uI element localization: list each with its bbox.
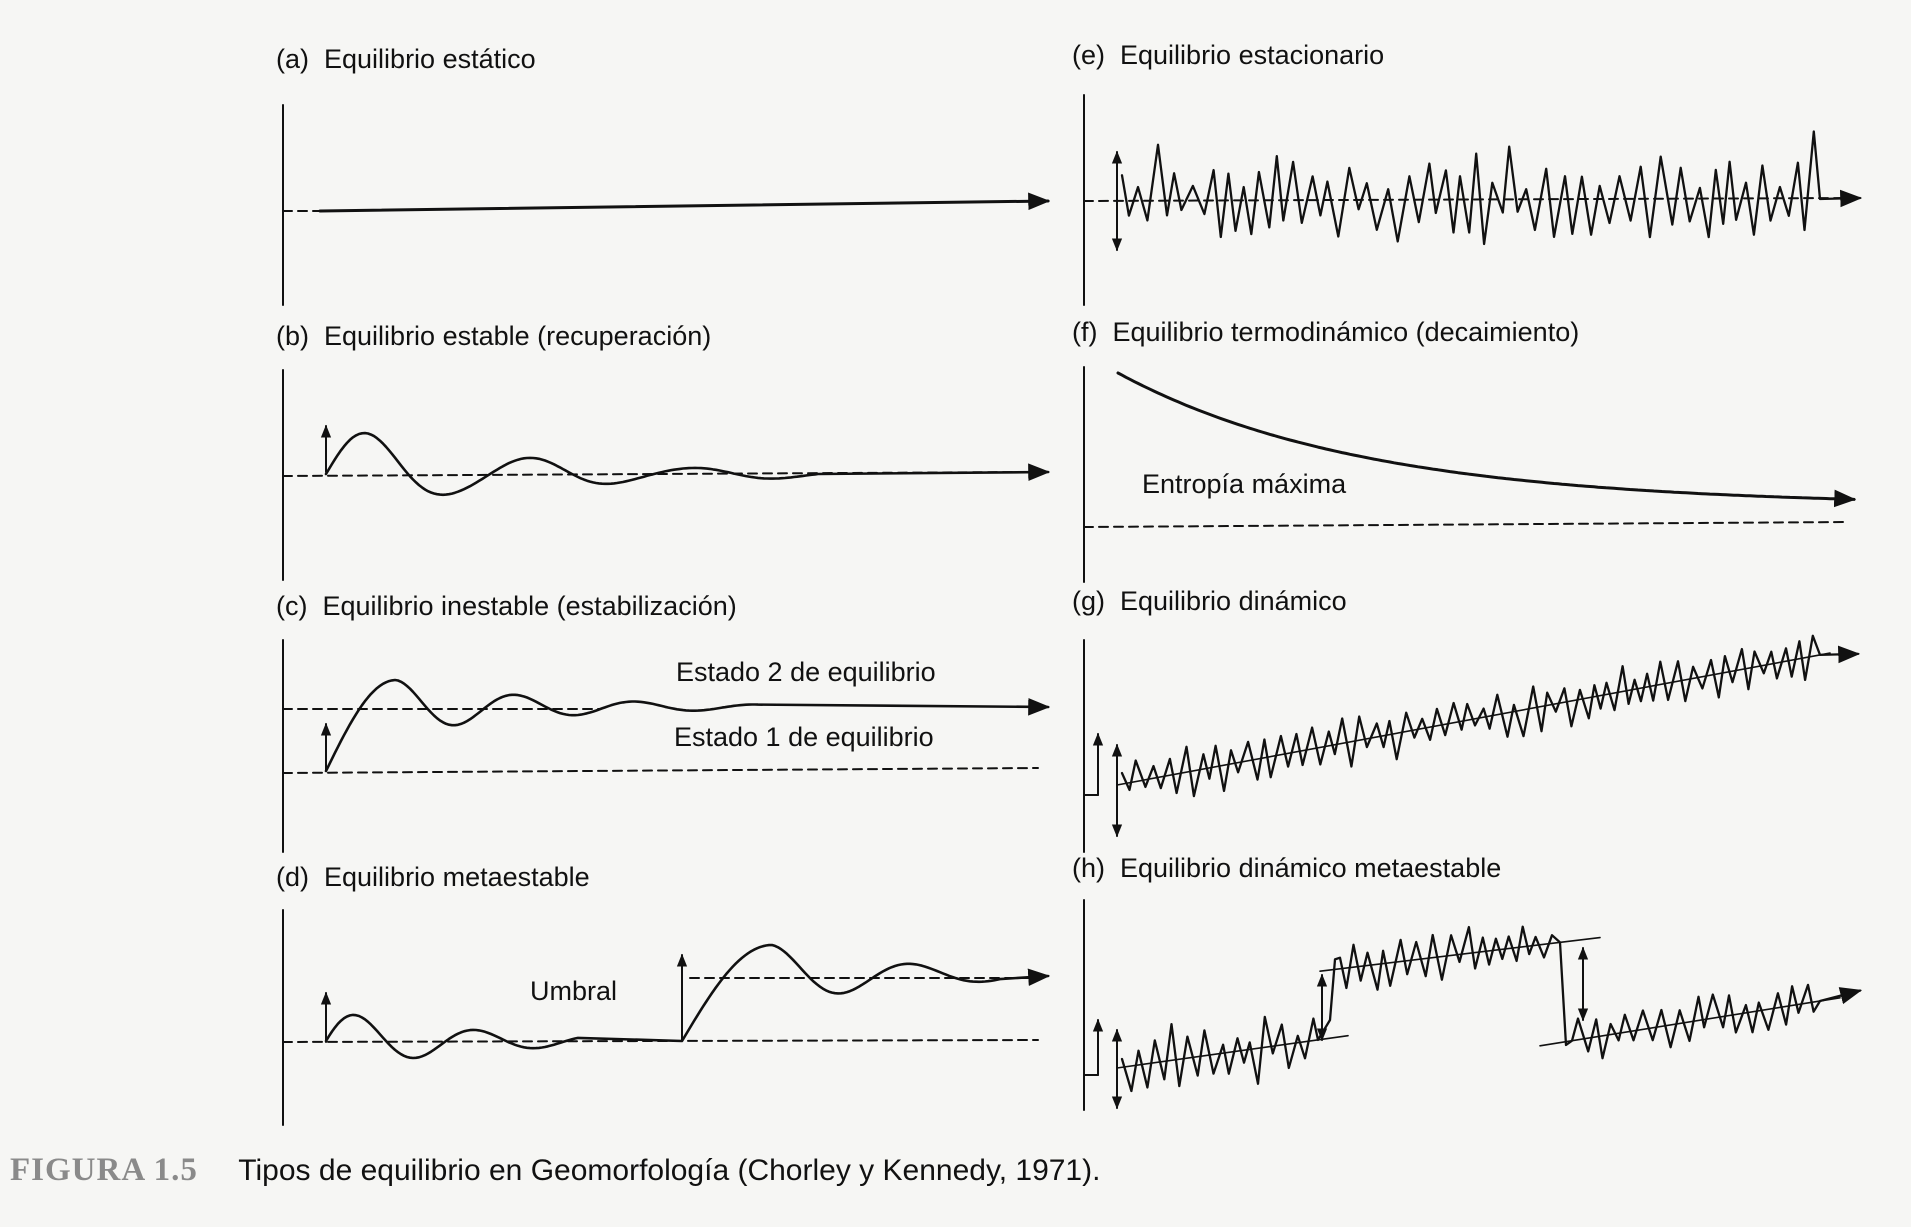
panel-c-transition-curve [324, 678, 1051, 773]
panel-e-fluctuation-curve [1120, 130, 1863, 246]
panel-g-title: (g) Equilibrio dinámico [1072, 586, 1347, 617]
panel-h-title: (h) Equilibrio dinámico metaestable [1072, 853, 1501, 884]
panel-e-dash [1083, 197, 1851, 202]
panel-h-fluctuation-curve [1120, 925, 1863, 1093]
panel-f-decay-curve [1116, 371, 1857, 508]
panel-f-letter: (f) [1072, 317, 1098, 347]
panel-f-dash [1083, 521, 1849, 528]
panel-g-fluctuation-curve [1120, 634, 1861, 798]
caption-text: Tipos de equilibrio en Geomorfología (Ch… [238, 1154, 1101, 1187]
panel-c-letter: (c) [276, 591, 308, 621]
panel-c-name: Equilibrio inestable (estabilización) [322, 591, 737, 621]
panel-e-letter: (e) [1072, 40, 1105, 70]
panel-a-name: Equilibrio estático [324, 44, 536, 74]
state-1-label: Estado 1 de equilibrio [674, 722, 934, 752]
panel-a-letter: (a) [276, 44, 309, 74]
panel-f-name: Equilibrio termodinámico (decaimiento) [1112, 317, 1580, 347]
panel-e-name: Equilibrio estacionario [1120, 40, 1385, 70]
panel-d-title: (d) Equilibrio metaestable [276, 862, 590, 893]
threshold-label: Umbral [530, 976, 618, 1006]
panel-d-threshold-curve [324, 943, 1051, 1060]
figure-caption: FIGURA 1.5 Tipos de equilibrio en Geomor… [10, 1152, 1100, 1189]
state-2-label: Estado 2 de equilibrio [676, 657, 936, 687]
panel-g-letter: (g) [1072, 586, 1105, 616]
panel-f-title: (f) Equilibrio termodinámico (decaimient… [1072, 317, 1579, 348]
caption-figure-number: FIGURA 1.5 [10, 1152, 198, 1188]
panel-h-letter: (h) [1072, 853, 1105, 883]
panel-b-recovery-curve [324, 431, 1051, 497]
panel-c-title: (c) Equilibrio inestable (estabilización… [276, 591, 737, 622]
panel-b-name: Equilibrio estable (recuperación) [324, 321, 712, 351]
panel-c-dash-state1 [282, 767, 1039, 774]
panel-a-line [318, 192, 1051, 213]
panel-a-title: (a) Equilibrio estático [276, 44, 536, 75]
panel-d-letter: (d) [276, 862, 309, 892]
panel-h-name: Equilibrio dinámico metaestable [1120, 853, 1502, 883]
panel-e-title: (e) Equilibrio estacionario [1072, 40, 1384, 71]
panel-b-title: (b) Equilibrio estable (recuperación) [276, 321, 711, 352]
max-entropy-label: Entropía máxima [1142, 469, 1347, 499]
panel-b-letter: (b) [276, 321, 309, 351]
panel-h-trend-2 [1319, 936, 1601, 973]
panel-d-name: Equilibrio metaestable [324, 862, 590, 892]
panel-g-name: Equilibrio dinámico [1120, 586, 1347, 616]
